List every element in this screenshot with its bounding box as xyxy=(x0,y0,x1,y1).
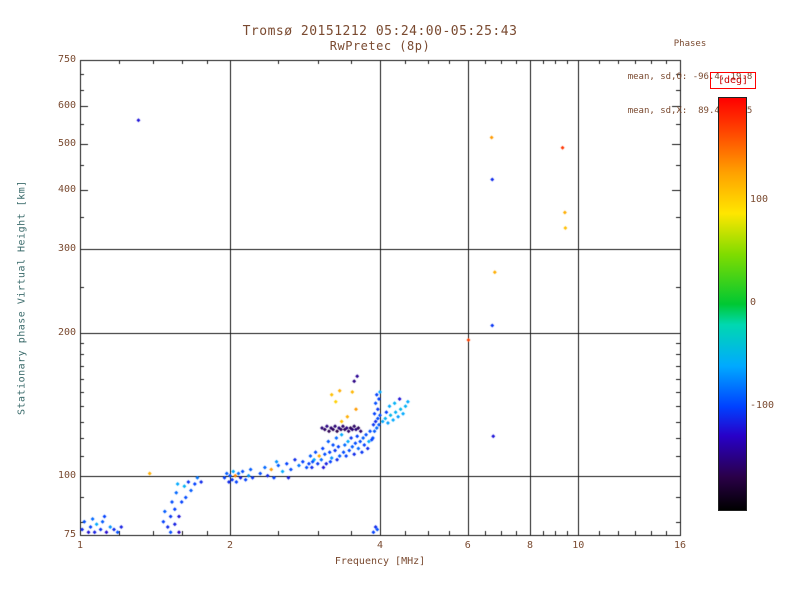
y-tick-label: 300 xyxy=(57,243,76,255)
y-tick-label: 600 xyxy=(57,100,76,112)
title-block: Tromsø 20151212 05:24:00-05:25:43 RwPret… xyxy=(80,24,680,53)
colorbar-tick-label: -100 xyxy=(750,400,775,411)
x-tick-label: 16 xyxy=(673,540,687,551)
y-tick-label: 100 xyxy=(57,469,76,481)
x-tick-label: 1 xyxy=(76,540,84,551)
phase-stats-o-mode: mean, sd,O: -96.4, 19.8 xyxy=(627,72,753,83)
x-tick-label: 4 xyxy=(376,540,384,551)
colorbar-tick-label: 0 xyxy=(750,297,757,308)
phase-stats-x-mode: mean, sd,X: 89.4, 26.5 xyxy=(627,106,753,116)
y-tick-label: 400 xyxy=(57,183,76,195)
y-tick-label: 750 xyxy=(57,54,76,65)
colorbar-tick-label: 100 xyxy=(750,194,769,205)
y-tick-label: 500 xyxy=(57,137,76,149)
y-axis-label: Stationary phase Virtual Height [km] xyxy=(16,180,28,415)
x-tick-label: 8 xyxy=(526,540,534,551)
phase-colorbar xyxy=(718,97,747,511)
x-axis-label: Frequency [MHz] xyxy=(334,556,426,567)
x-tick-label: 10 xyxy=(572,540,585,551)
plot-subtitle: RwPretec (8p) xyxy=(329,39,431,53)
y-tick-label: 75 xyxy=(63,529,76,540)
colorbar-unit-label: [deg] xyxy=(710,72,756,89)
phase-stats-heading: Phases xyxy=(673,38,707,49)
y-tick-label: 200 xyxy=(57,326,76,338)
plot-title: Tromsø 20151212 05:24:00-05:25:43 xyxy=(242,24,518,39)
x-tick-label: 6 xyxy=(464,540,471,551)
x-tick-label: 2 xyxy=(226,540,234,551)
